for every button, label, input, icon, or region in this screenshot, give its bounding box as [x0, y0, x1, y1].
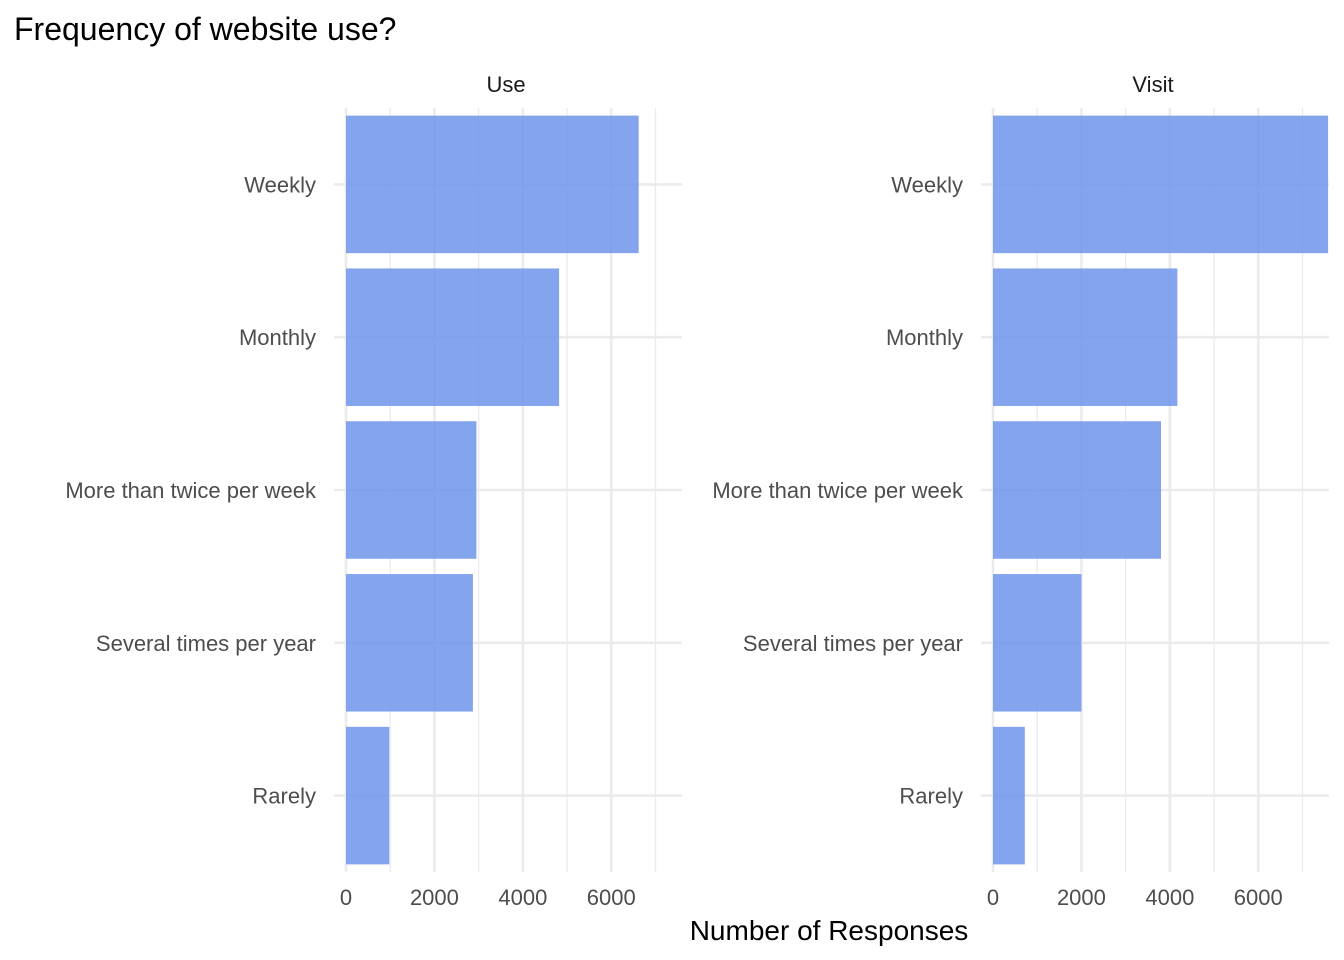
bar-use-rarely	[346, 726, 390, 865]
x-tick-label: 4000	[1145, 885, 1194, 910]
bar-use-several-times-per-year	[346, 574, 473, 712]
bar-visit-rarely	[993, 726, 1025, 865]
x-axis-title: Number of Responses	[690, 915, 969, 946]
category-label: Monthly	[239, 325, 316, 350]
category-label: Weekly	[244, 172, 316, 197]
x-tick-label: 6000	[587, 885, 636, 910]
category-label: Several times per year	[743, 631, 963, 656]
x-tick-label: 2000	[1057, 885, 1106, 910]
category-label: More than twice per week	[712, 478, 964, 503]
category-label: Weekly	[891, 172, 963, 197]
bar-visit-weekly	[993, 115, 1329, 254]
chart-title: Frequency of website use?	[14, 11, 396, 47]
panel-visit: Weekly Monthly More than twice per week Sev…	[712, 72, 1329, 910]
x-tick-label: 2000	[410, 885, 459, 910]
bar-use-monthly	[346, 268, 560, 406]
x-tick-label: 4000	[498, 885, 547, 910]
category-label: Rarely	[899, 784, 963, 809]
bar-use-weekly	[346, 115, 639, 254]
panel-use: Weekly Monthly More than twice per week Sev…	[65, 72, 682, 910]
category-label: Several times per year	[96, 631, 316, 656]
category-label: Rarely	[252, 784, 316, 809]
bar-visit-monthly	[993, 268, 1178, 406]
bar-visit-more-than-twice-per-week	[993, 421, 1161, 559]
x-tick-label: 0	[340, 885, 352, 910]
bar-visit-several-times-per-year	[993, 574, 1082, 712]
x-tick-label: 0	[987, 885, 999, 910]
category-label: More than twice per week	[65, 478, 317, 503]
x-tick-label: 6000	[1234, 885, 1283, 910]
bar-use-more-than-twice-per-week	[346, 421, 477, 559]
panel-strip-label: Use	[486, 72, 525, 97]
category-label: Monthly	[886, 325, 963, 350]
panel-strip-label: Visit	[1132, 72, 1173, 97]
